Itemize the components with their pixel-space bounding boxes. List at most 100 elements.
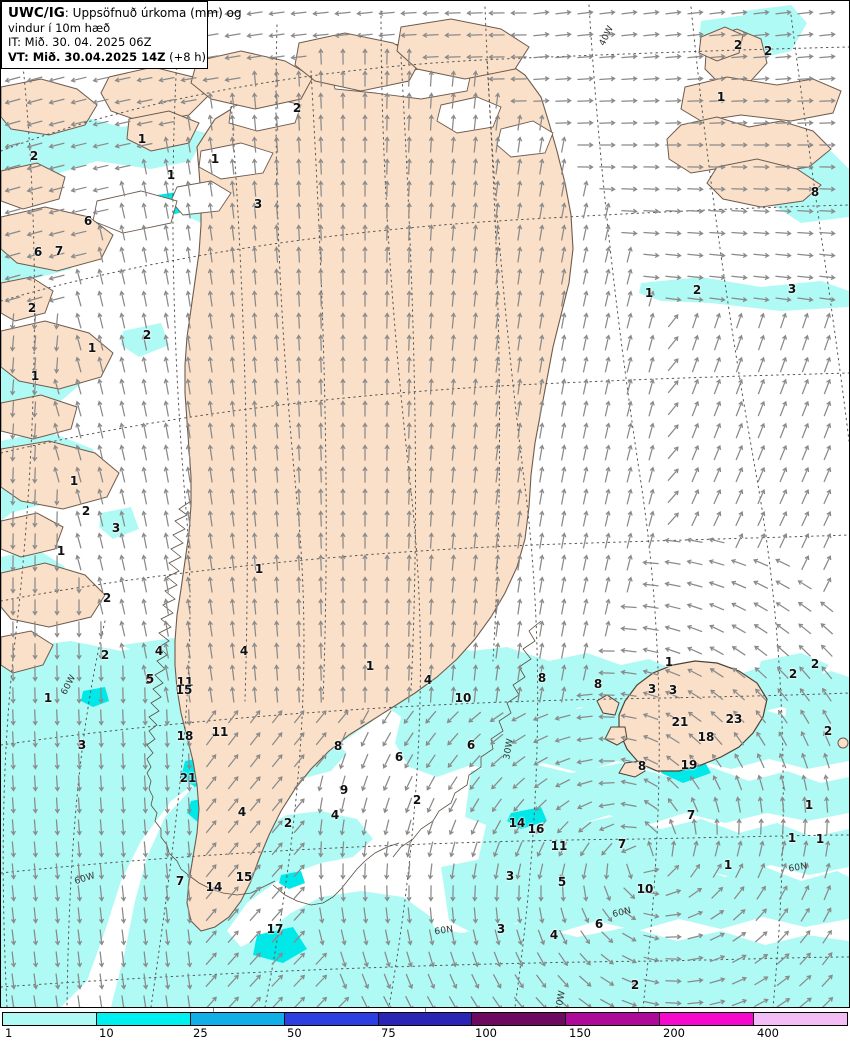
precip-label: 6: [83, 214, 93, 228]
precipitation-colorbar: 1 10 25 50 75 100 150 200 400: [0, 1008, 850, 1041]
precip-label: 8: [593, 677, 603, 691]
colorbar-segment-100: [472, 1013, 567, 1025]
product-name: : Uppsöfnuð úrkoma (mm) og: [64, 6, 242, 20]
precip-label: 11: [176, 675, 194, 689]
precip-label: 6: [33, 245, 43, 259]
precip-label: 4: [423, 673, 433, 687]
precip-label: 2: [788, 667, 798, 681]
precip-label: 9: [339, 783, 349, 797]
precip-label: 3: [787, 282, 797, 296]
colorbar-segment-10: [96, 1013, 191, 1025]
precip-label: 3: [647, 682, 657, 696]
model-name: UWC/IG: [8, 5, 65, 21]
precip-label: 7: [54, 244, 64, 258]
precip-label: 4: [330, 808, 340, 822]
small-islands: [837, 737, 849, 749]
colorbar-label-100: 100: [475, 1026, 497, 1040]
precip-label: 1: [787, 831, 797, 845]
precip-label: 5: [144, 673, 154, 687]
precip-label: 7: [175, 874, 185, 888]
colorbar-label-200: 200: [663, 1026, 685, 1040]
precip-label: 1: [43, 691, 53, 705]
precip-label: 11: [211, 725, 229, 739]
colorbar-ticks: [0, 1008, 850, 1012]
precip-label: 18: [176, 729, 194, 743]
precip-label: 4: [237, 805, 247, 819]
wind-arrow-field: [4, 9, 836, 1007]
precip-label: 17: [266, 922, 284, 936]
precip-label: 2: [823, 724, 833, 738]
title-line-product: UWC/IG: Uppsöfnuð úrkoma (mm) og: [8, 5, 242, 21]
precip-label: 7: [617, 837, 627, 851]
colorbar-label-50: 50: [287, 1026, 302, 1040]
precip-label: 2: [630, 978, 640, 992]
precip-label: 2: [27, 301, 37, 315]
precip-label: 2: [692, 283, 702, 297]
precip-label: 8: [637, 759, 647, 773]
precip-label: 2: [81, 504, 91, 518]
precip-label: 1: [804, 798, 814, 812]
precip-label: 3: [668, 683, 678, 697]
precip-label: 1: [664, 655, 674, 669]
colorbar-label-10: 10: [99, 1026, 114, 1040]
coastline-detail: [146, 500, 542, 906]
colorbar-segment-25: [190, 1013, 285, 1025]
precip-label: 8: [810, 185, 820, 199]
precip-label: 2: [733, 38, 743, 52]
precip-label: 1: [644, 286, 654, 300]
precip-label: 16: [527, 822, 545, 836]
precip-label: 1: [69, 474, 79, 488]
colorbar-segment-150: [566, 1013, 661, 1025]
precip-label: 4: [549, 928, 559, 942]
precip-label: 3: [496, 922, 506, 936]
precip-label: 6: [594, 917, 604, 931]
title-line-2: vindur í 10m hæð: [8, 21, 111, 36]
precip-label: 1: [137, 132, 147, 146]
precip-label: 1: [365, 659, 375, 673]
valid-time-label: VT: Mið. 30.04.2025 14Z: [8, 49, 166, 64]
precip-label: 3: [77, 738, 87, 752]
colorbar-label-150: 150: [569, 1026, 591, 1040]
precip-label: 6: [466, 738, 476, 752]
precip-label: 2: [100, 648, 110, 662]
precip-label: 1: [30, 369, 40, 383]
colorbar-label-1: 1: [5, 1026, 13, 1040]
map-graphics: [1, 1, 849, 1007]
precip-label: 14: [205, 880, 223, 894]
colorbar-label-400: 400: [757, 1026, 779, 1040]
colorbar-segment-400: [754, 1013, 848, 1025]
precip-label: 7: [686, 808, 696, 822]
precip-label: 1: [815, 832, 825, 846]
colorbar-segments: [2, 1012, 848, 1026]
precip-label: 3: [505, 869, 515, 883]
precip-label: 4: [154, 644, 164, 658]
precip-label: 2: [412, 793, 422, 807]
precip-label: 3: [111, 521, 121, 535]
precip-label: 10: [636, 882, 654, 896]
precip-label: 8: [537, 671, 547, 685]
precip-label: 18: [697, 730, 715, 744]
colorbar-segment-1: [3, 1013, 97, 1025]
precip-label: 21: [179, 771, 197, 785]
precip-label: 2: [763, 44, 773, 58]
precip-label: 15: [235, 870, 253, 884]
lead-time-label: (+8 h): [169, 49, 207, 64]
precip-label: 14: [508, 816, 526, 830]
precip-label: 15: [175, 683, 193, 697]
precip-label: 2: [292, 101, 302, 115]
precip-label: 2: [102, 591, 112, 605]
canadian-arctic-islands: [1, 18, 530, 674]
precip-label: 2: [810, 657, 820, 671]
precip-label: 10: [454, 691, 472, 705]
precip-label: 1: [87, 341, 97, 355]
precip-label: 1: [56, 544, 66, 558]
map-title-box: UWC/IG: Uppsöfnuð úrkoma (mm) og vindur …: [1, 1, 242, 69]
valid-time-line: VT: Mið. 30.04.2025 14Z (+8 h): [8, 49, 206, 64]
colorbar-segment-75: [378, 1013, 473, 1025]
precip-label: 3: [253, 197, 263, 211]
precip-label: 4: [239, 644, 249, 658]
precip-label: 8: [333, 739, 343, 753]
precip-label: 1: [210, 152, 220, 166]
